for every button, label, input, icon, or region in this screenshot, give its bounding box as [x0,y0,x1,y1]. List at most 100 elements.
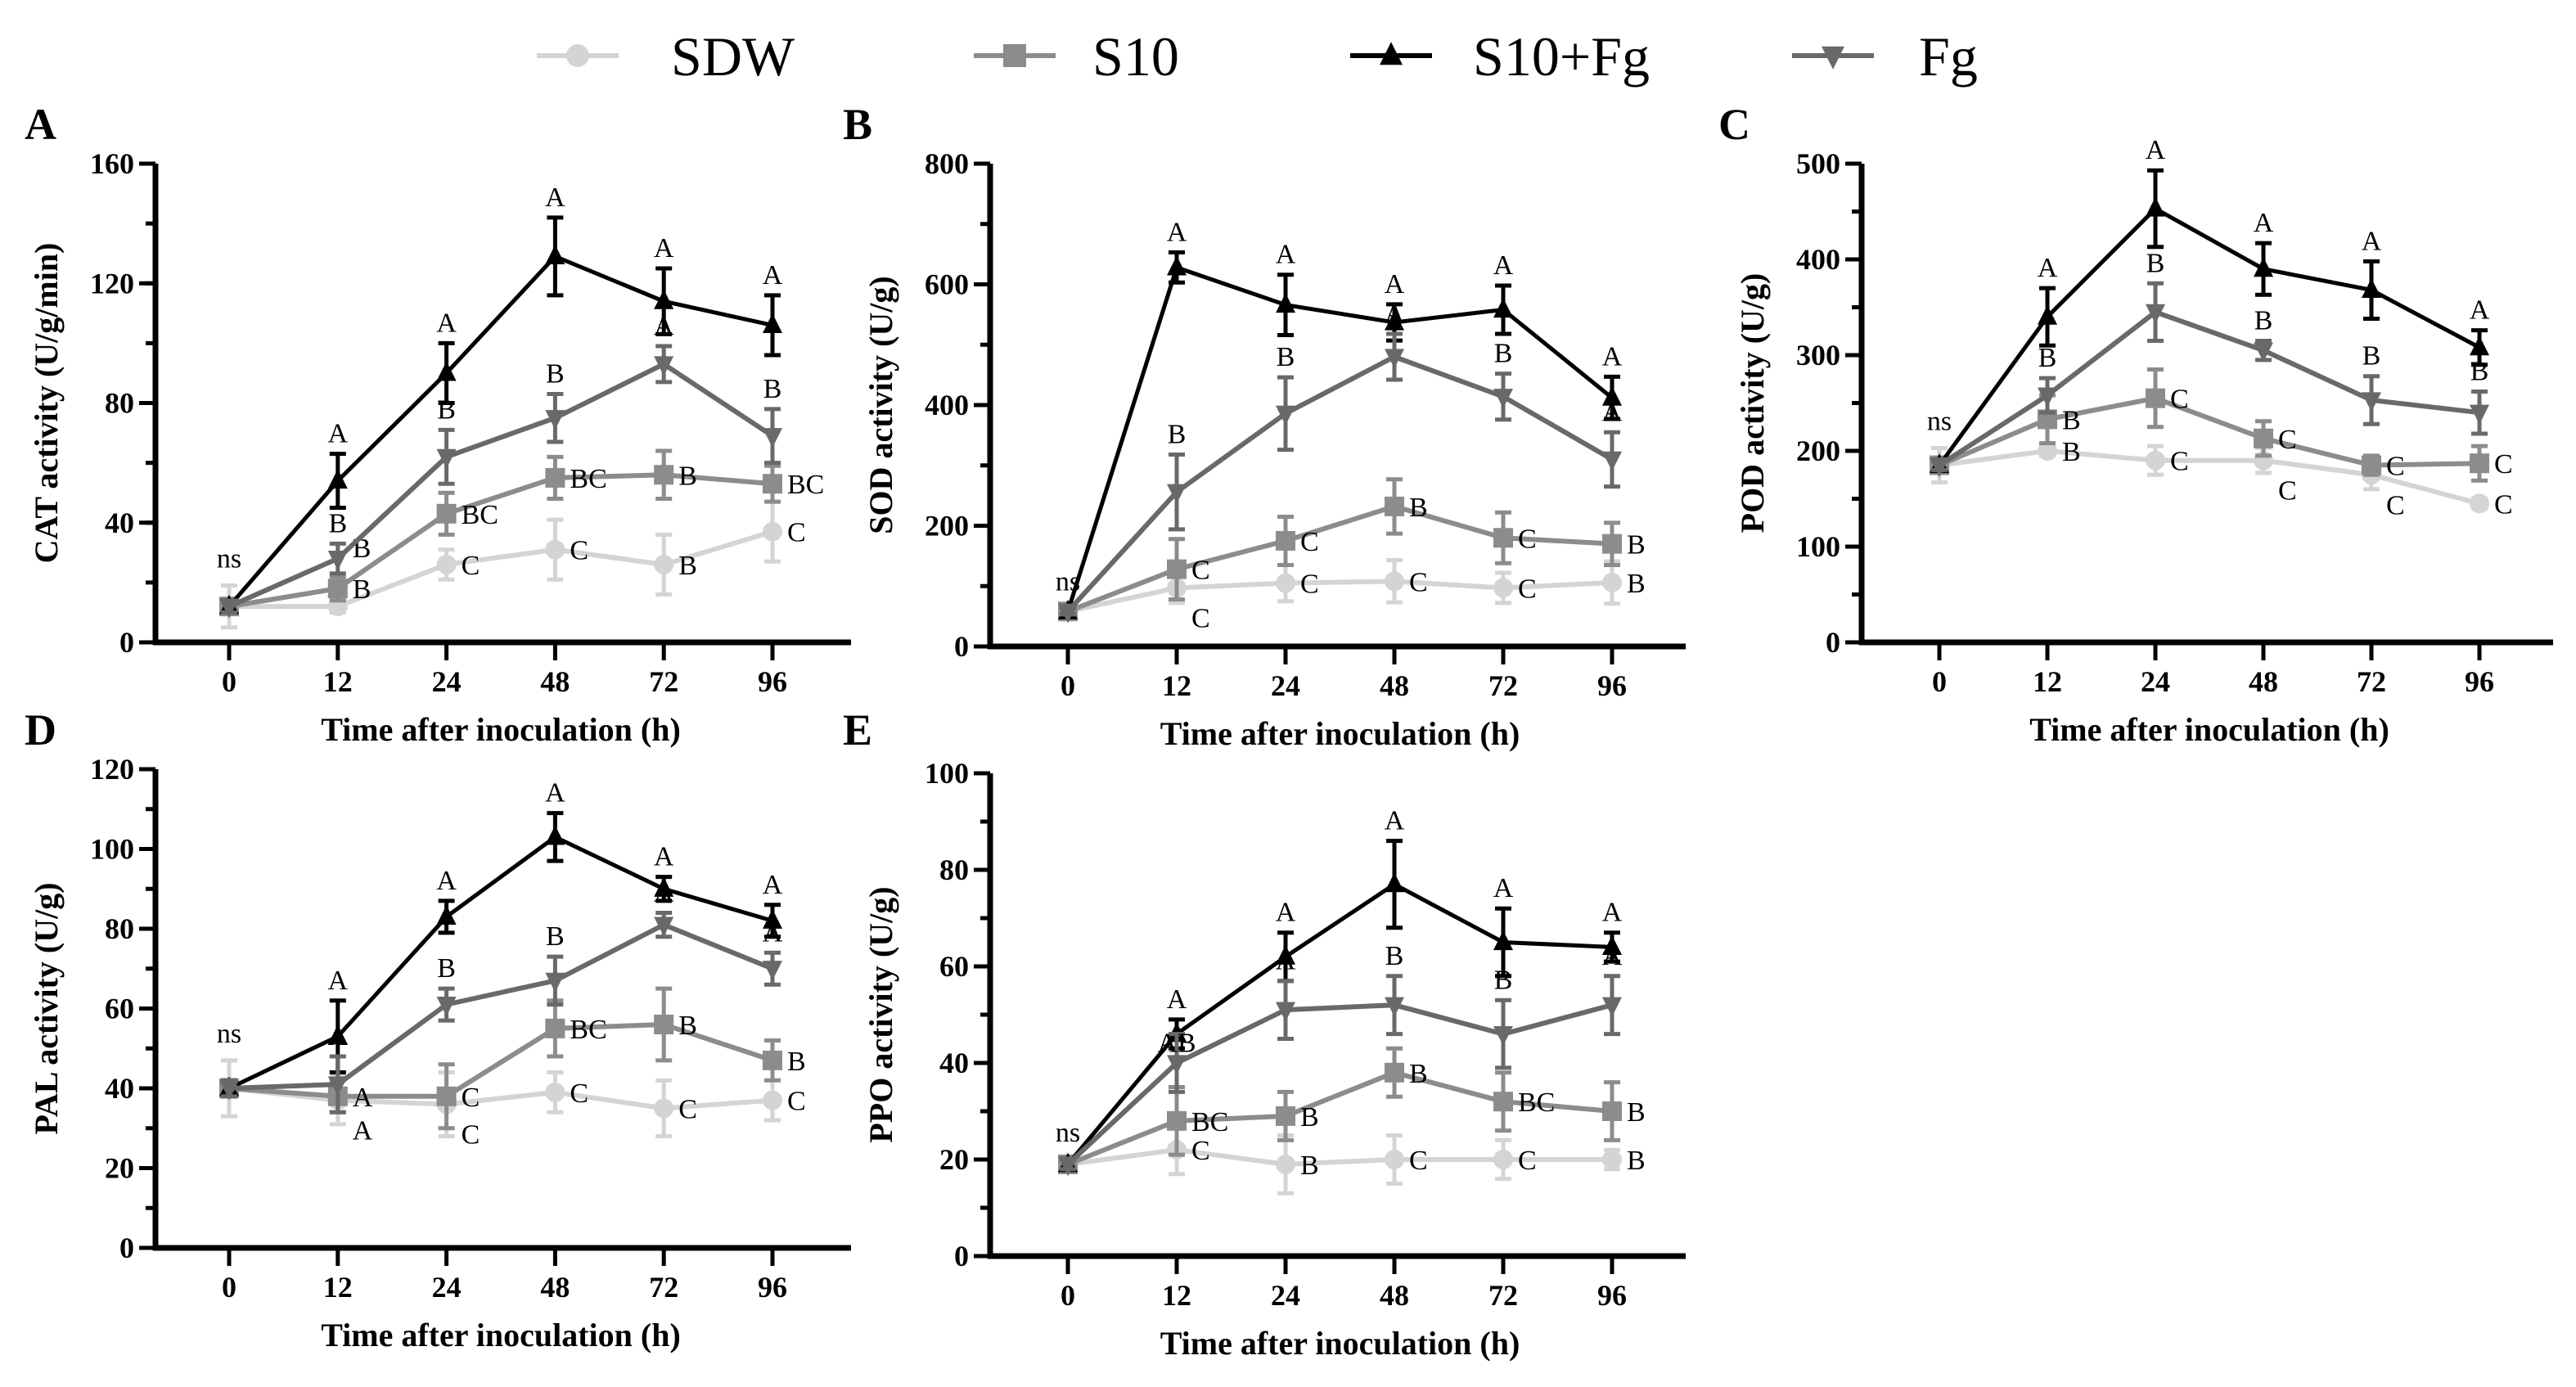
x-tick-label: 96 [1597,669,1627,702]
series-s10: A C BC B B [219,986,806,1131]
data-point [2146,450,2165,471]
x-tick-label: 12 [323,1271,353,1304]
significance-letter: C [787,1087,806,1117]
data-point [545,1018,565,1038]
x-tick-label: 48 [1380,1279,1409,1312]
data-point [1276,293,1295,313]
significance-letter: A [545,778,565,808]
significance-letter: A [2362,226,2382,256]
data-point [1602,572,1622,592]
series-fg: B B A B A [1058,299,1623,624]
significance-letter: A [2038,253,2058,283]
significance-letter: B [2062,437,2081,467]
significance-letter: C [1191,1136,1210,1166]
series-line [227,361,774,609]
series-line [1065,1002,1613,1167]
significance-letter: C [1191,603,1210,633]
data-point [1058,603,1078,624]
x-tick-label: 24 [1271,669,1300,702]
data-point [1276,1106,1295,1126]
significance-letter: B [1300,1102,1319,1133]
ns-label: ns [1927,406,1952,436]
significance-letter: A [1493,250,1514,281]
series-sdw: B CC C C [1930,437,2513,520]
significance-letter: B [1627,1146,1646,1176]
significance-letter: B [2038,343,2057,373]
y-tick-label: 40 [939,1047,969,1079]
data-point [1602,935,1622,955]
data-point [1385,310,1404,331]
significance-letter: C [2170,385,2189,415]
series-line [1938,308,2480,468]
significance-letter: C [2170,447,2189,477]
significance-letter: B [546,359,565,390]
x-tick-label: 96 [2465,665,2494,698]
significance-letter: A [1385,299,1405,329]
significance-letter: A [1385,806,1405,836]
data-point [1276,944,1295,965]
y-tick-label: 20 [105,1152,134,1185]
legend-marker-square-icon [1003,44,1026,67]
significance-letter: BC [570,464,606,494]
data-point [654,1015,674,1034]
x-tick-label: 72 [1488,1279,1518,1312]
series-line [1065,264,1614,612]
data-point [545,467,565,488]
y-tick-label: 800 [925,147,969,180]
series-line [1937,205,2481,467]
significance-letter: C [2278,476,2297,507]
panel-letter: E [843,705,872,754]
significance-letter: A [2470,295,2490,326]
data-point [1167,255,1187,276]
significance-letter: B [546,921,565,952]
y-axis-title: PAL activity (U/g) [28,882,65,1134]
significance-letter: B [1168,419,1187,449]
data-point [2254,257,2273,277]
significance-letter: A [328,966,349,996]
data-point [1276,405,1295,426]
significance-letter: BC [1191,1107,1228,1137]
x-tick-label: 0 [222,1271,236,1304]
x-tick-label: 48 [2249,665,2278,698]
data-point [1493,389,1513,409]
data-point [763,521,782,542]
data-point [1493,298,1513,318]
significance-letter: A [328,1021,349,1052]
significance-letter: A [1167,217,1187,247]
series-line [228,472,773,610]
legend-label: S10 [1092,25,1179,88]
legend-item-fg: Fg [1792,25,1978,88]
series-sdw: BC C BC [219,499,806,630]
significance-letter: B [2362,341,2381,372]
x-axis-title: Time after inoculation (h) [1160,1325,1520,1362]
data-point [327,579,348,599]
y-tick-label: 200 [925,510,969,543]
legend-marker-circle-icon [566,44,589,67]
series-s10-fg: A A A A A [1930,135,2490,474]
significance-letter: B [678,461,697,491]
series-line [1067,1147,1612,1167]
significance-letter: B [1494,339,1513,369]
significance-letter: A [353,1083,373,1113]
significance-letter: B [1385,941,1404,971]
significance-letter: A [654,842,674,872]
significance-letter: A [1167,984,1187,1015]
data-point [545,1082,565,1102]
data-point [1602,451,1622,471]
data-point [1493,930,1513,951]
data-point [1493,1092,1513,1112]
legend-label: Fg [1919,25,1978,88]
significance-letter: B [437,953,456,984]
significance-letter: C [787,518,806,548]
x-tick-label: 72 [649,1271,678,1304]
significance-letter: A [545,182,565,213]
significance-letter: C [1409,567,1428,597]
data-point [1385,496,1404,516]
x-tick-label: 48 [1380,669,1409,702]
series-line [1065,354,1614,614]
x-tick-label: 0 [222,665,236,698]
significance-letter: A [654,233,674,263]
data-point [763,428,782,448]
